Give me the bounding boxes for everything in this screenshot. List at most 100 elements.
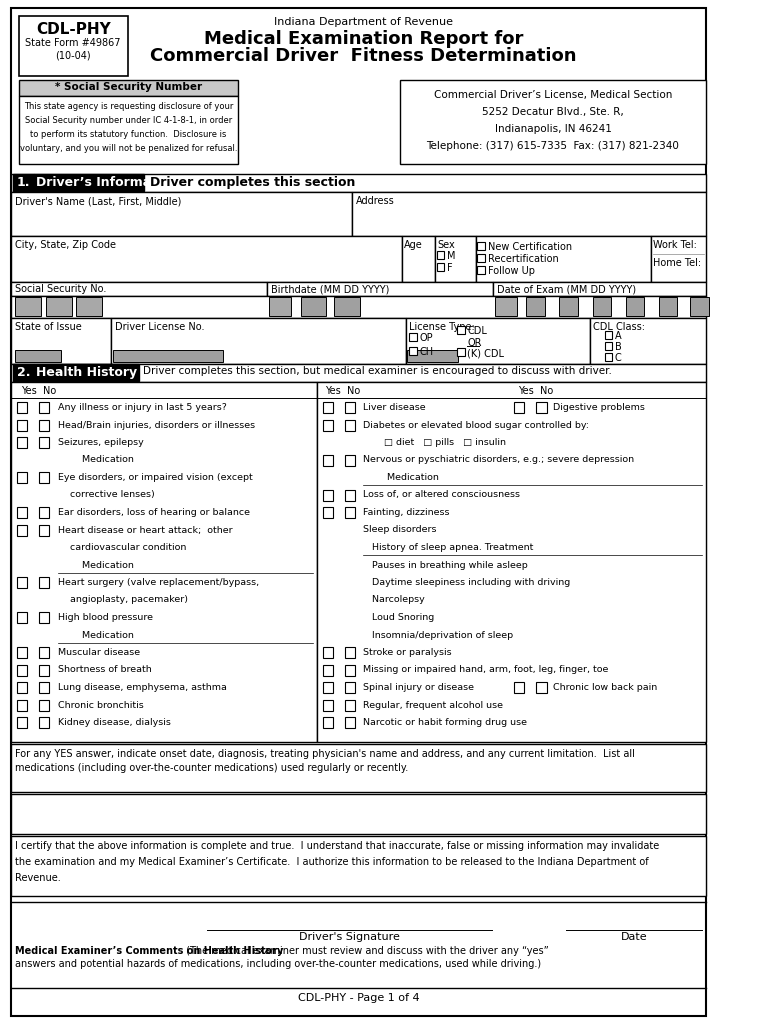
Bar (39, 472, 49, 483)
Bar (407, 350, 458, 362)
Text: angioplasty, pacemaker): angioplasty, pacemaker) (58, 596, 188, 604)
Bar (18, 96, 238, 164)
Text: Driver's Signature: Driver's Signature (299, 932, 400, 942)
Text: Insomnia/deprivation of sleep: Insomnia/deprivation of sleep (363, 631, 514, 640)
Text: License Type:: License Type: (410, 322, 475, 332)
Bar (323, 420, 333, 430)
Bar (39, 682, 49, 693)
Text: Recertification: Recertification (487, 254, 558, 264)
Text: CH: CH (420, 347, 434, 357)
Text: 1.: 1. (17, 176, 30, 189)
Bar (12, 318, 111, 364)
Text: No: No (540, 386, 554, 396)
Bar (323, 402, 333, 413)
Text: Seizures, epilepsy: Seizures, epilepsy (58, 438, 143, 447)
Text: Loud Snoring: Loud Snoring (363, 613, 434, 622)
Bar (323, 699, 333, 711)
Bar (17, 647, 27, 658)
Text: Follow Up: Follow Up (487, 266, 534, 276)
Bar (17, 577, 27, 588)
Text: Lung disease, emphysema, asthma: Lung disease, emphysema, asthma (58, 683, 226, 692)
Text: Date of Exam (MM DD YYYY): Date of Exam (MM DD YYYY) (497, 284, 636, 294)
Bar (13, 174, 34, 191)
Text: Medical Examination Report for: Medical Examination Report for (203, 30, 523, 48)
Bar (604, 331, 612, 339)
Bar (495, 297, 517, 316)
Text: Missing or impaired hand, arm, foot, leg, finger, toe: Missing or impaired hand, arm, foot, leg… (363, 666, 608, 675)
Bar (323, 489, 333, 501)
Bar (400, 80, 706, 164)
Text: * Social Security Number: * Social Security Number (55, 82, 202, 92)
Text: Spinal injury or disease: Spinal injury or disease (363, 683, 474, 692)
Bar (477, 266, 485, 274)
Bar (493, 282, 706, 296)
Text: Commercial Driver  Fitness Determination: Commercial Driver Fitness Determination (150, 47, 577, 65)
Text: State Form #49867: State Form #49867 (25, 38, 121, 48)
Bar (17, 472, 27, 483)
Text: Indiana Department of Revenue: Indiana Department of Revenue (274, 17, 453, 27)
Text: Medication: Medication (58, 631, 133, 640)
Bar (34, 364, 139, 381)
Bar (402, 236, 435, 282)
Text: A: A (614, 331, 621, 341)
Bar (17, 420, 27, 430)
Text: CDL-PHY - Page 1 of 4: CDL-PHY - Page 1 of 4 (298, 993, 420, 1002)
Text: New Certification: New Certification (487, 242, 571, 252)
Text: C: C (614, 353, 621, 362)
Bar (476, 236, 651, 282)
Bar (457, 348, 464, 356)
Text: CDL Class:: CDL Class: (594, 322, 645, 332)
Text: Stroke or paralysis: Stroke or paralysis (363, 648, 452, 657)
Text: Heart disease or heart attack;  other: Heart disease or heart attack; other (58, 525, 233, 535)
Bar (345, 717, 355, 728)
Text: (The medical examiner must review and discuss with the driver any “yes”: (The medical examiner must review and di… (183, 946, 549, 956)
Bar (39, 402, 49, 413)
Bar (39, 437, 49, 449)
Bar (406, 318, 590, 364)
Text: Muscular disease: Muscular disease (58, 648, 139, 657)
Text: Driver completes this section, but medical examiner is encouraged to discuss wit: Driver completes this section, but medic… (143, 366, 612, 376)
Bar (626, 297, 644, 316)
Bar (17, 402, 27, 413)
Text: answers and potential hazards of medications, including over-the-counter medicat: answers and potential hazards of medicat… (15, 959, 541, 969)
Text: Medication: Medication (58, 456, 133, 465)
Text: Diabetes or elevated blood sugar controlled by:: Diabetes or elevated blood sugar control… (363, 421, 589, 429)
Bar (437, 263, 444, 271)
Text: cardiovascular condition: cardiovascular condition (58, 543, 186, 552)
Bar (18, 16, 128, 76)
Text: CDL: CDL (467, 326, 487, 336)
Text: Chronic bronchitis: Chronic bronchitis (58, 700, 143, 710)
Bar (345, 455, 355, 466)
Bar (39, 524, 49, 536)
Text: Work Tel:: Work Tel: (653, 240, 697, 250)
Bar (12, 193, 352, 236)
Text: Telephone: (317) 615-7335  Fax: (317) 821-2340: Telephone: (317) 615-7335 Fax: (317) 821… (427, 141, 679, 151)
Bar (17, 507, 27, 518)
Bar (12, 794, 706, 834)
Bar (323, 717, 333, 728)
Bar (593, 297, 611, 316)
Bar (345, 402, 355, 413)
Bar (39, 717, 49, 728)
Bar (17, 437, 27, 449)
Bar (457, 326, 464, 334)
Bar (76, 297, 102, 316)
Text: 5252 Decatur Blvd., Ste. R,: 5252 Decatur Blvd., Ste. R, (482, 106, 624, 117)
Bar (410, 333, 417, 341)
Bar (537, 682, 547, 693)
Text: (10-04): (10-04) (55, 51, 91, 61)
Text: (K) CDL: (K) CDL (467, 349, 504, 359)
Bar (437, 251, 444, 259)
Bar (12, 174, 706, 193)
Bar (537, 402, 547, 413)
Bar (17, 665, 27, 676)
Text: Driver completes this section: Driver completes this section (149, 176, 355, 189)
Text: Loss of, or altered consciousness: Loss of, or altered consciousness (363, 490, 521, 500)
Bar (34, 174, 144, 191)
Bar (345, 665, 355, 676)
Text: Driver’s Information: Driver’s Information (36, 176, 179, 189)
Text: Kidney disease, dialysis: Kidney disease, dialysis (58, 718, 170, 727)
Text: Eye disorders, or impaired vision (except: Eye disorders, or impaired vision (excep… (58, 473, 253, 482)
Bar (12, 836, 706, 896)
Bar (12, 236, 402, 282)
